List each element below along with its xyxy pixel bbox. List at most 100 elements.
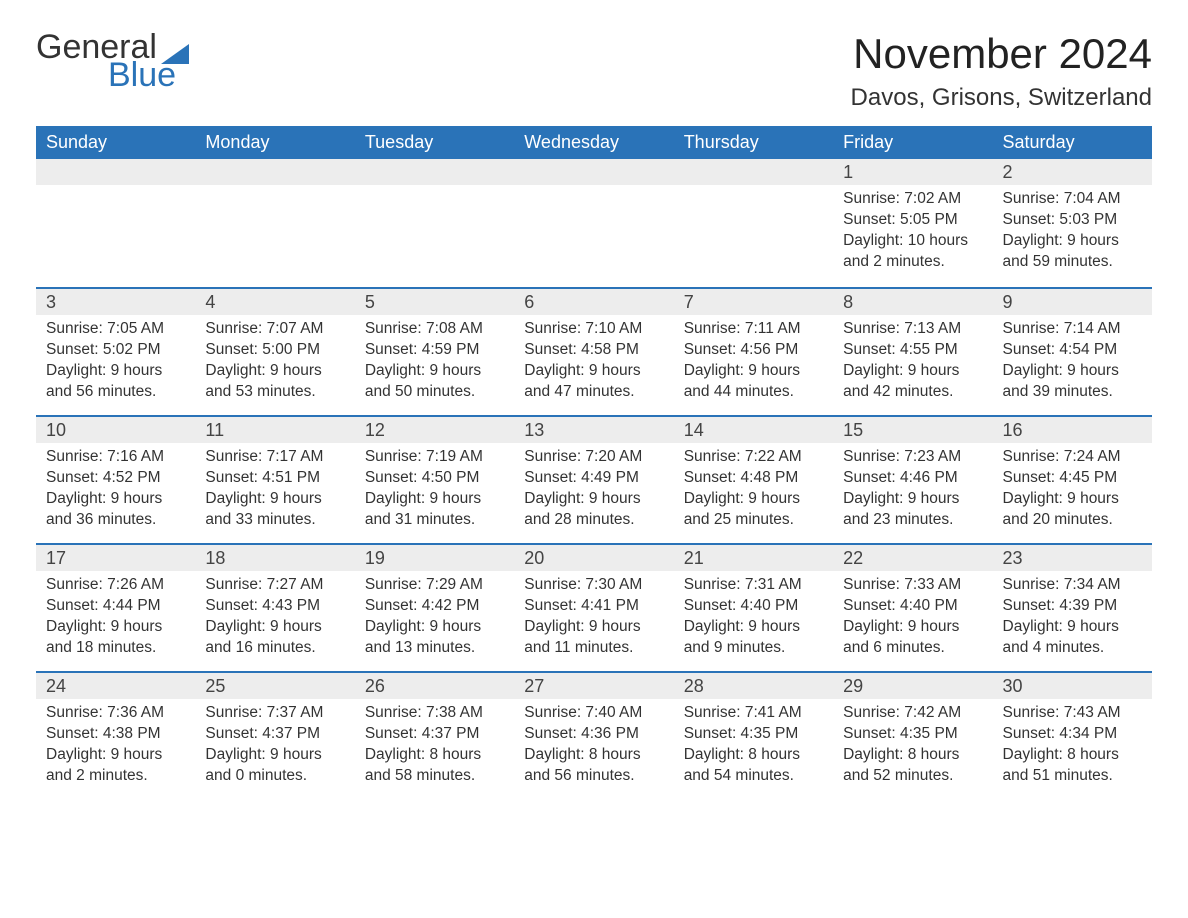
- day-cell: 12Sunrise: 7:19 AMSunset: 4:50 PMDayligh…: [355, 415, 514, 543]
- day-daylight2: and 59 minutes.: [1003, 252, 1142, 273]
- day-number-bar: 20: [514, 543, 673, 571]
- day-number-bar: 7: [674, 287, 833, 315]
- day-number-bar: 24: [36, 671, 195, 699]
- day-number: 29: [843, 676, 863, 696]
- day-daylight1: Daylight: 9 hours: [1003, 617, 1142, 638]
- day-sunset: Sunset: 4:37 PM: [205, 724, 344, 745]
- day-sunrise: Sunrise: 7:43 AM: [1003, 703, 1142, 724]
- day-number: 23: [1003, 548, 1023, 568]
- week-row: 17Sunrise: 7:26 AMSunset: 4:44 PMDayligh…: [36, 543, 1152, 671]
- day-number: 5: [365, 292, 375, 312]
- day-daylight1: Daylight: 9 hours: [524, 361, 663, 382]
- day-number-bar: 11: [195, 415, 354, 443]
- day-cell: 21 Sunrise: 7:31 AMSunset: 4:40 PMDayligh…: [674, 543, 833, 671]
- day-daylight1: Daylight: 9 hours: [205, 489, 344, 510]
- day-number-bar: 27: [514, 671, 673, 699]
- day-details: Sunrise: 7:02 AMSunset: 5:05 PMDaylight:…: [833, 185, 992, 281]
- day-daylight2: and 56 minutes.: [46, 382, 185, 403]
- day-details: Sunrise: 7:33 AMSunset: 4:40 PMDaylight:…: [833, 571, 992, 667]
- day-sunrise: Sunrise: 7:31 AM: [684, 575, 823, 596]
- day-daylight1: Daylight: 8 hours: [1003, 745, 1142, 766]
- day-daylight2: and 53 minutes.: [205, 382, 344, 403]
- weekday-monday: Monday: [195, 126, 354, 159]
- day-cell: [514, 159, 673, 287]
- day-details: Sunrise: 7:30 AMSunset: 4:41 PMDaylight:…: [514, 571, 673, 667]
- day-daylight1: Daylight: 9 hours: [205, 361, 344, 382]
- day-sunset: Sunset: 4:35 PM: [843, 724, 982, 745]
- day-daylight1: Daylight: 9 hours: [684, 489, 823, 510]
- day-number-bar: 12: [355, 415, 514, 443]
- day-sunset: Sunset: 4:51 PM: [205, 468, 344, 489]
- day-number: 19: [365, 548, 385, 568]
- day-daylight2: and 0 minutes.: [205, 766, 344, 787]
- day-details: Sunrise: 7:16 AMSunset: 4:52 PMDaylight:…: [36, 443, 195, 539]
- day-daylight1: Daylight: 9 hours: [365, 489, 504, 510]
- day-daylight2: and 28 minutes.: [524, 510, 663, 531]
- weekday-tuesday: Tuesday: [355, 126, 514, 159]
- day-sunrise: Sunrise: 7:24 AM: [1003, 447, 1142, 468]
- day-daylight2: and 9 minutes.: [684, 638, 823, 659]
- day-number-bar: [674, 159, 833, 185]
- day-daylight1: Daylight: 9 hours: [1003, 231, 1142, 252]
- day-number: 14: [684, 420, 704, 440]
- day-sunrise: Sunrise: 7:42 AM: [843, 703, 982, 724]
- weekday-wednesday: Wednesday: [514, 126, 673, 159]
- day-number: 10: [46, 420, 66, 440]
- day-number: 11: [205, 420, 224, 440]
- day-sunset: Sunset: 4:35 PM: [684, 724, 823, 745]
- day-daylight2: and 13 minutes.: [365, 638, 504, 659]
- day-cell: 27 Sunrise: 7:40 AMSunset: 4:36 PMDayligh…: [514, 671, 673, 799]
- day-sunset: Sunset: 4:40 PM: [843, 596, 982, 617]
- day-number: 2: [1003, 162, 1013, 182]
- day-sunset: Sunset: 4:37 PM: [365, 724, 504, 745]
- day-details: Sunrise: 7:23 AMSunset: 4:46 PMDaylight:…: [833, 443, 992, 539]
- day-cell: 24Sunrise: 7:36 AMSunset: 4:38 PMDayligh…: [36, 671, 195, 799]
- day-sunset: Sunset: 5:03 PM: [1003, 210, 1142, 231]
- day-daylight1: Daylight: 9 hours: [365, 361, 504, 382]
- day-number: 27: [524, 676, 544, 696]
- day-daylight1: Daylight: 8 hours: [365, 745, 504, 766]
- day-sunset: Sunset: 4:38 PM: [46, 724, 185, 745]
- day-number: 6: [524, 292, 534, 312]
- day-sunset: Sunset: 5:00 PM: [205, 340, 344, 361]
- day-sunset: Sunset: 4:52 PM: [46, 468, 185, 489]
- weekday-friday: Friday: [833, 126, 992, 159]
- day-number-bar: 29: [833, 671, 992, 699]
- day-details: Sunrise: 7:11 AMSunset: 4:56 PMDaylight:…: [674, 315, 833, 411]
- day-details: Sunrise: 7:31 AMSunset: 4:40 PMDaylight:…: [674, 571, 833, 667]
- week-row: 10 Sunrise: 7:16 AMSunset: 4:52 PMDayligh…: [36, 415, 1152, 543]
- weekday-header-row: Sunday Monday Tuesday Wednesday Thursday…: [36, 126, 1152, 159]
- day-daylight2: and 50 minutes.: [365, 382, 504, 403]
- day-number-bar: 2: [993, 159, 1152, 185]
- day-number-bar: 6: [514, 287, 673, 315]
- day-daylight2: and 31 minutes.: [365, 510, 504, 531]
- day-daylight1: Daylight: 10 hours: [843, 231, 982, 252]
- weeks-container: 1Sunrise: 7:02 AMSunset: 5:05 PMDaylight…: [36, 159, 1152, 799]
- day-number-bar: 1: [833, 159, 992, 185]
- day-sunset: Sunset: 5:02 PM: [46, 340, 185, 361]
- day-number: 25: [205, 676, 225, 696]
- week-row: 3Sunrise: 7:05 AMSunset: 5:02 PMDaylight…: [36, 287, 1152, 415]
- weekday-sunday: Sunday: [36, 126, 195, 159]
- day-daylight2: and 44 minutes.: [684, 382, 823, 403]
- day-daylight1: Daylight: 9 hours: [684, 361, 823, 382]
- day-daylight1: Daylight: 9 hours: [684, 617, 823, 638]
- day-details: Sunrise: 7:07 AMSunset: 5:00 PMDaylight:…: [195, 315, 354, 411]
- day-details: Sunrise: 7:14 AMSunset: 4:54 PMDaylight:…: [993, 315, 1152, 411]
- day-daylight2: and 25 minutes.: [684, 510, 823, 531]
- day-details: Sunrise: 7:40 AMSunset: 4:36 PMDaylight:…: [514, 699, 673, 795]
- day-cell: 19Sunrise: 7:29 AMSunset: 4:42 PMDayligh…: [355, 543, 514, 671]
- day-details: Sunrise: 7:04 AMSunset: 5:03 PMDaylight:…: [993, 185, 1152, 281]
- day-cell: 16Sunrise: 7:24 AMSunset: 4:45 PMDayligh…: [993, 415, 1152, 543]
- day-number: 24: [46, 676, 66, 696]
- day-daylight1: Daylight: 9 hours: [1003, 489, 1142, 510]
- day-number-bar: 3: [36, 287, 195, 315]
- day-sunset: Sunset: 4:44 PM: [46, 596, 185, 617]
- day-daylight2: and 2 minutes.: [46, 766, 185, 787]
- day-number: 21: [684, 548, 704, 568]
- day-sunrise: Sunrise: 7:04 AM: [1003, 189, 1142, 210]
- day-cell: [355, 159, 514, 287]
- day-daylight2: and 11 minutes.: [524, 638, 663, 659]
- day-sunset: Sunset: 4:39 PM: [1003, 596, 1142, 617]
- calendar: Sunday Monday Tuesday Wednesday Thursday…: [36, 126, 1152, 799]
